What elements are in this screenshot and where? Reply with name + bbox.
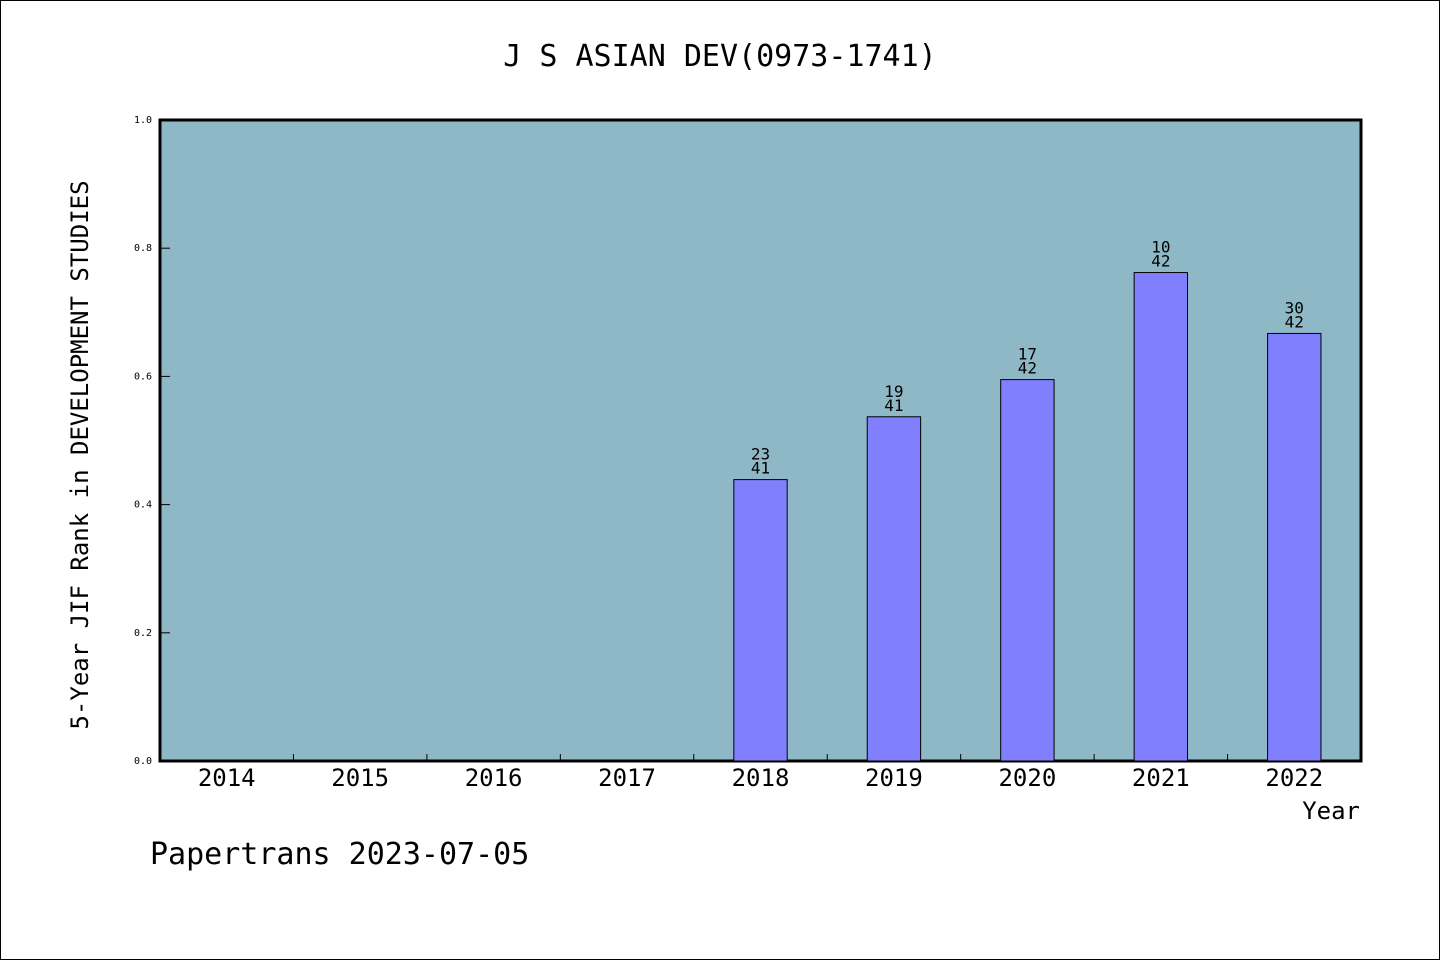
x-tick-label: 2020 <box>998 764 1056 792</box>
x-tick-label: 2021 <box>1132 764 1190 792</box>
bar-label-rank: 19 <box>884 382 903 401</box>
x-tick-label: 2014 <box>198 764 256 792</box>
x-tick-label: 2019 <box>865 764 923 792</box>
ticks-group: 0.0 0.2 0.4 0.6 0.8 1.0 2014 2015 2016 2017 2018 20… <box>134 115 1323 792</box>
bar-2021 <box>1133 272 1189 762</box>
bar-label-rank: 30 <box>1285 298 1304 317</box>
y-tick-label: 0.2 <box>134 628 152 639</box>
bar-label-rank: 10 <box>1151 238 1170 257</box>
bar-label-rank: 23 <box>751 445 770 464</box>
bar-2019 <box>866 416 922 762</box>
bar-2020 <box>1000 379 1055 762</box>
y-tick-label: 1.0 <box>134 115 152 126</box>
y-tick-label: 0.0 <box>134 756 152 767</box>
bar-label-total: 42 <box>1151 252 1170 271</box>
bar-label-total: 42 <box>1018 359 1037 378</box>
bar-label-total: 41 <box>751 459 770 478</box>
x-tick-label: 2018 <box>732 764 790 792</box>
x-tick-label: 2015 <box>331 764 389 792</box>
y-tick-label: 0.8 <box>134 243 152 254</box>
y-axis-label: 5-Year JIF Rank in DEVELOPMENT STUDIES <box>66 180 94 729</box>
bar-2022 <box>1267 332 1322 762</box>
x-tick-label: 2017 <box>598 764 656 792</box>
y-tick-label: 0.4 <box>134 500 152 511</box>
x-axis-label: Year <box>1302 797 1360 825</box>
bar-label-total: 42 <box>1285 312 1304 331</box>
bar-label-rank: 17 <box>1018 345 1037 364</box>
x-tick-label: 2016 <box>465 764 523 792</box>
y-tick-label: 0.6 <box>134 371 152 382</box>
bar-2018 <box>733 479 788 762</box>
footer-text: Papertrans 2023-07-05 <box>150 837 529 872</box>
x-tick-label: 2022 <box>1265 764 1323 792</box>
bar-label-total: 41 <box>884 396 903 415</box>
chart-title: J S ASIAN DEV(0973-1741) <box>503 39 936 74</box>
